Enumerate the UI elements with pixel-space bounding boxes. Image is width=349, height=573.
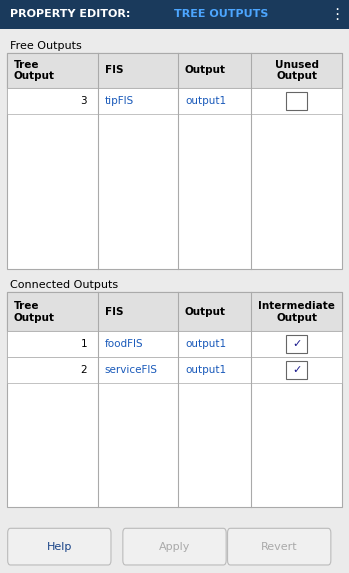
- Text: output1: output1: [185, 339, 226, 349]
- Text: 3: 3: [81, 96, 87, 106]
- Text: FIS: FIS: [105, 307, 123, 317]
- Text: PROPERTY EDITOR:: PROPERTY EDITOR:: [10, 9, 135, 19]
- Text: Revert: Revert: [261, 541, 297, 552]
- Text: Tree
Output: Tree Output: [14, 60, 55, 81]
- Text: 1: 1: [81, 339, 87, 349]
- Text: Output: Output: [185, 307, 226, 317]
- Text: TREE OUTPUTS: TREE OUTPUTS: [174, 9, 269, 19]
- Bar: [7, 53, 342, 269]
- Text: output1: output1: [185, 365, 226, 375]
- Text: Connected Outputs: Connected Outputs: [10, 280, 119, 291]
- Text: foodFIS: foodFIS: [105, 339, 143, 349]
- Text: Output: Output: [185, 65, 226, 76]
- FancyBboxPatch shape: [8, 528, 111, 565]
- Text: 2: 2: [81, 365, 87, 375]
- Text: tipFIS: tipFIS: [105, 96, 134, 106]
- Bar: [7, 331, 342, 357]
- Bar: [286, 92, 307, 110]
- Text: ✓: ✓: [292, 365, 301, 375]
- Text: Intermediate
Output: Intermediate Output: [258, 301, 335, 323]
- Text: Free Outputs: Free Outputs: [10, 41, 82, 51]
- Bar: [286, 361, 307, 379]
- Bar: [7, 292, 342, 507]
- Text: FIS: FIS: [105, 65, 123, 76]
- Text: ⋮: ⋮: [329, 7, 344, 22]
- Text: Unused
Output: Unused Output: [275, 60, 319, 81]
- Text: Apply: Apply: [159, 541, 190, 552]
- Text: Tree
Output: Tree Output: [14, 301, 55, 323]
- Bar: [286, 335, 307, 353]
- Bar: [7, 53, 342, 88]
- FancyBboxPatch shape: [123, 528, 226, 565]
- Text: serviceFIS: serviceFIS: [105, 365, 158, 375]
- Bar: [0, 0, 349, 29]
- Bar: [7, 357, 342, 383]
- Text: ✓: ✓: [292, 339, 301, 349]
- Bar: [7, 88, 342, 114]
- Bar: [7, 292, 342, 331]
- Text: output1: output1: [185, 96, 226, 106]
- Text: Help: Help: [47, 541, 72, 552]
- FancyBboxPatch shape: [228, 528, 331, 565]
